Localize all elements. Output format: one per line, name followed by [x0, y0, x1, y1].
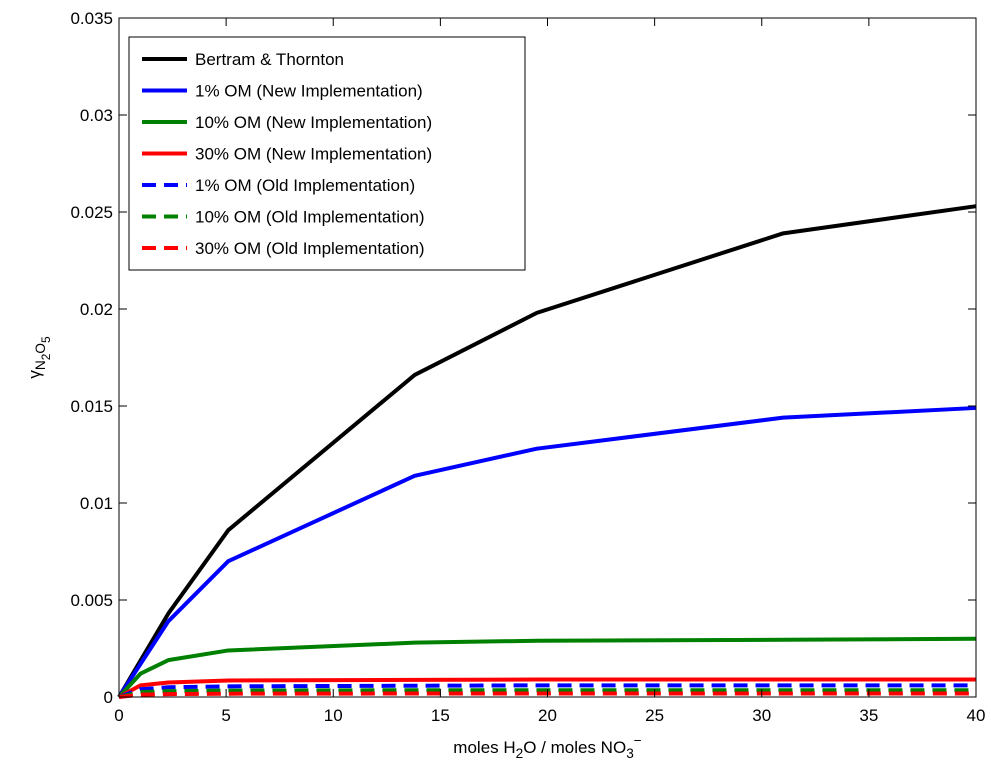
y-tick-label: 0: [104, 688, 113, 707]
series-line-3: [117, 636, 977, 699]
legend-box: [128, 36, 526, 271]
legend-label: 30% OM (Old Implementation): [195, 239, 425, 258]
x-tick-label: 0: [114, 706, 123, 725]
ticks-layer: 0 5 10 15 20 25 30 35 40 0 0.005 0.01 0.015 0.02 0.025…: [70, 9, 985, 725]
x-tick-label: 10: [324, 706, 343, 725]
x-tick-label: 25: [645, 706, 664, 725]
legend: Bertram & Thornton 1% OM (New Implementat…: [128, 36, 526, 271]
series-line-7: [118, 691, 976, 699]
legend-label: 30% OM (New Implementation): [195, 145, 432, 164]
y-tick-label: 0.01: [80, 494, 113, 513]
y-tick-label: 0.015: [70, 397, 113, 416]
y-tick-label: 0.005: [70, 591, 113, 610]
y-axis-label: γN2O5: [25, 336, 53, 379]
legend-label: 10% OM (New Implementation): [195, 113, 432, 132]
series-line-5: [118, 683, 976, 699]
x-tick-label: 30: [752, 706, 771, 725]
y-tick-label: 0.025: [70, 203, 113, 222]
x-tick-label: 5: [221, 706, 230, 725]
series-line-6: [118, 688, 976, 699]
legend-label: Bertram & Thornton: [195, 50, 344, 69]
series-line-1: [117, 204, 977, 699]
y-tick-label: 0.035: [70, 9, 113, 28]
x-tick-label: 15: [431, 706, 450, 725]
legend-label: 1% OM (New Implementation): [195, 82, 423, 101]
legend-label: 1% OM (Old Implementation): [195, 176, 415, 195]
series-line-2: [117, 405, 977, 699]
x-axis-label: moles H2O / moles NO3−: [453, 733, 641, 761]
series-line-4: [118, 677, 976, 699]
x-tick-label: 40: [967, 706, 986, 725]
legend-label: 10% OM (Old Implementation): [195, 208, 425, 227]
x-tick-label: 20: [538, 706, 557, 725]
y-tick-label: 0.02: [80, 300, 113, 319]
x-tick-label: 35: [859, 706, 878, 725]
y-tick-label: 0.03: [80, 106, 113, 125]
series-layer: [117, 204, 977, 699]
